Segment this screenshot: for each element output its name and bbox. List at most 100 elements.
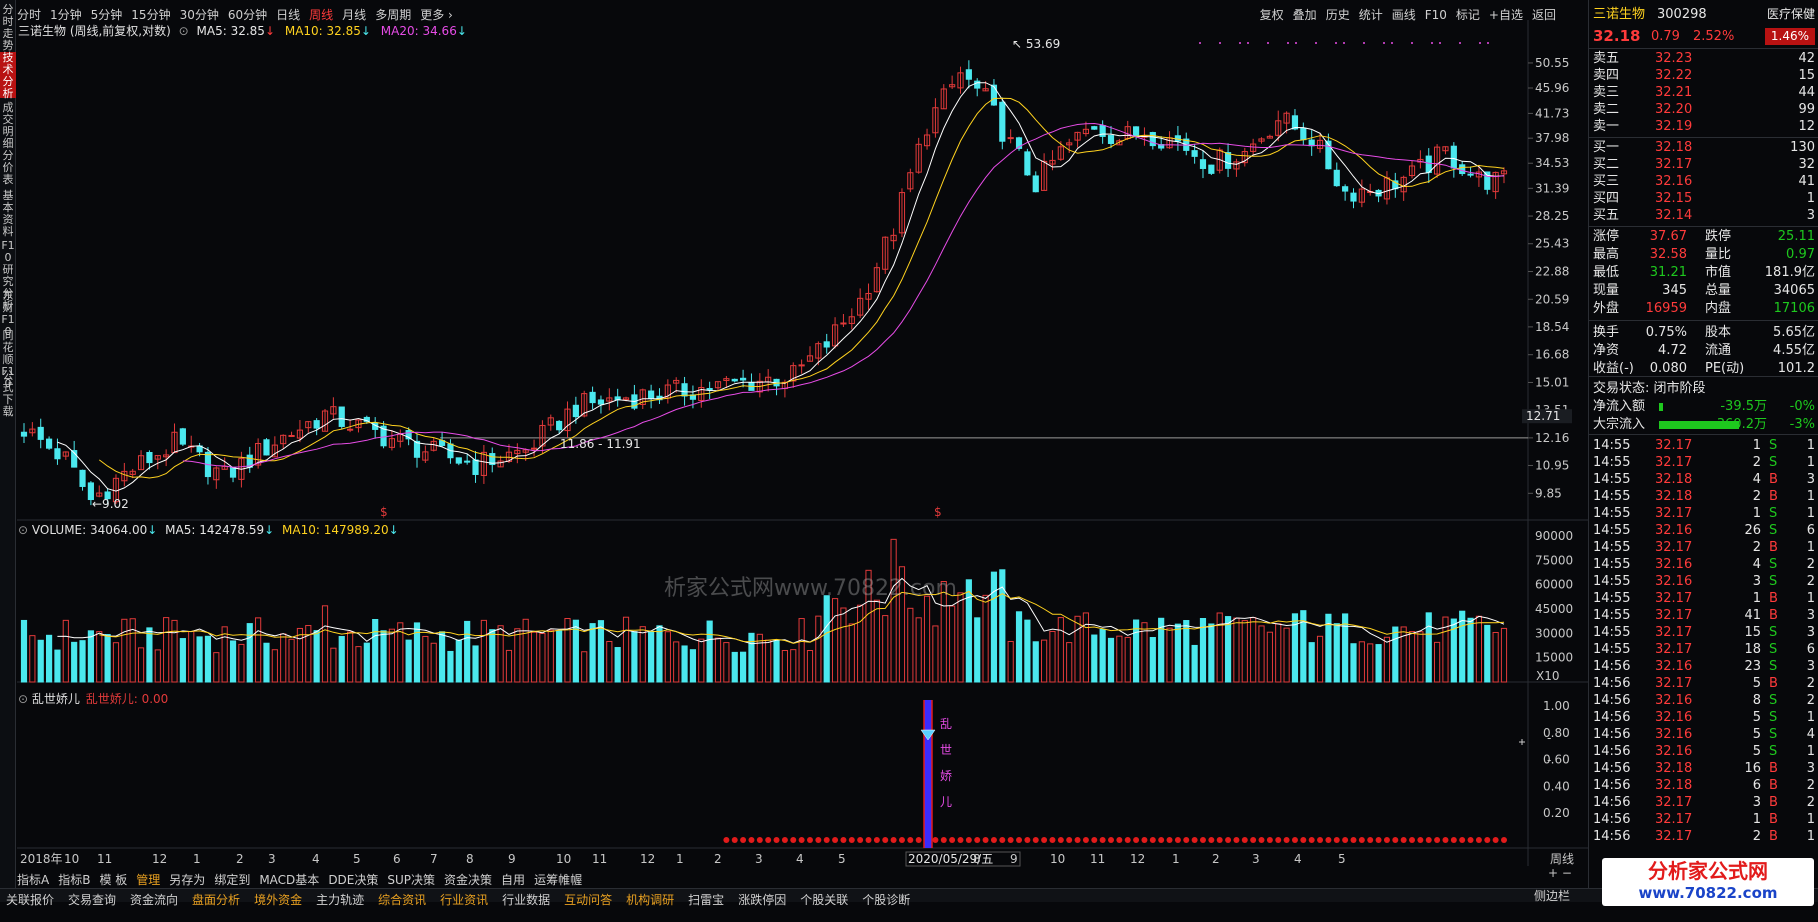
left-tab-8[interactable]: 公式下载: [2, 369, 14, 418]
period-tab-8[interactable]: 月线: [342, 8, 367, 22]
candle: [288, 434, 295, 437]
candle: [1032, 175, 1039, 193]
date-axis-label: 3: [268, 852, 276, 866]
tick-count: 1: [1806, 540, 1815, 555]
indicator-tab-5[interactable]: 绑定到: [214, 873, 251, 887]
volume-bar: [915, 617, 922, 683]
tick-volume: 3: [1752, 795, 1761, 810]
toolbar-btn-5[interactable]: F10: [1424, 8, 1447, 22]
left-tab-3[interactable]: 分价表: [2, 149, 14, 186]
period-tab-5[interactable]: 60分钟: [227, 8, 268, 22]
left-tab-4[interactable]: 基本资料: [2, 189, 14, 238]
indicator-tab-1[interactable]: 指标B: [58, 873, 91, 887]
left-tab-2[interactable]: 成交明细: [2, 101, 14, 150]
signal-dot: [1383, 42, 1385, 44]
status-tab-10[interactable]: 机构调研: [626, 893, 675, 907]
indicator-tab-10[interactable]: 自用: [501, 873, 526, 887]
left-tab-0[interactable]: 分时走势: [2, 3, 14, 52]
status-tab-2[interactable]: 资金流向: [130, 893, 179, 907]
period-tab-4[interactable]: 30分钟: [179, 8, 219, 22]
status-tab-1[interactable]: 交易查询: [68, 893, 117, 907]
indicator-dot: [1484, 837, 1491, 843]
period-tab-10[interactable]: 更多 ›: [420, 8, 453, 22]
stat-label: 换手: [1593, 325, 1620, 340]
ask-price: 32.23: [1655, 51, 1693, 66]
chart-canvas[interactable]: 50.55 45.96 41.73 37.98 34.53 31.39 28.25 25.43…: [0, 0, 1588, 888]
indicator-tab-4[interactable]: 另存为: [169, 873, 206, 887]
candle: [455, 457, 462, 464]
status-tab-14[interactable]: 个股诊断: [862, 893, 911, 907]
indicator-tab-7[interactable]: DDE决策: [328, 873, 379, 887]
indicator-tab-2[interactable]: 模 板: [99, 873, 128, 887]
indicator-value: 乱世娇儿: 0.00: [85, 692, 169, 706]
status-tab-11[interactable]: 扫雷宝: [688, 893, 725, 907]
indicator-tab-3[interactable]: 管理: [136, 873, 161, 887]
settings-icon[interactable]: ⊙: [18, 523, 29, 537]
volume-bar: [29, 635, 36, 683]
status-tab-6[interactable]: 综合资讯: [378, 893, 427, 907]
candle: [1434, 146, 1441, 175]
toolbar-btn-7[interactable]: +自选: [1488, 8, 1523, 22]
stat-value: 181.9亿: [1764, 265, 1815, 280]
tick-row: 14:56 32.17 3 B 2: [1593, 794, 1815, 811]
sidebar-toggle[interactable]: 侧边栏: [1534, 889, 1571, 903]
period-tab-1[interactable]: 1分钟: [50, 8, 82, 22]
indicator-dot: [990, 837, 997, 843]
toolbar-btn-3[interactable]: 统计: [1358, 8, 1383, 22]
period-tab-7[interactable]: 周线: [309, 8, 334, 22]
status-tab-3[interactable]: 盘面分析: [192, 893, 241, 907]
price-axis-label: 20.59: [1535, 292, 1569, 306]
tick-time: 14:55: [1593, 540, 1631, 555]
toolbar-btn-6[interactable]: 标记: [1455, 8, 1480, 22]
tick-side: S: [1769, 693, 1778, 708]
volume-axis-label: 30000: [1535, 626, 1573, 640]
left-tab-6[interactable]: 东财F10: [1, 289, 15, 338]
tick-row: 14:55 32.18 2 B 1: [1593, 488, 1815, 505]
indicator-tab-11[interactable]: 运筹帷幄: [534, 873, 583, 887]
period-tab-0[interactable]: 分时: [17, 8, 42, 22]
indicator-axis-label: 0.20: [1543, 806, 1570, 820]
volume-bar: [556, 630, 563, 683]
settings-icon[interactable]: ⊙: [18, 692, 29, 706]
indicator-dot: [1024, 837, 1031, 843]
period-tab-6[interactable]: 日线: [276, 8, 301, 22]
status-tab-9[interactable]: 互动问答: [564, 893, 613, 907]
stat-value: 31.21: [1649, 265, 1687, 280]
period-tab-2[interactable]: 5分钟: [90, 8, 123, 22]
tick-row: 14:56 32.18 16 B 3: [1593, 760, 1815, 777]
indicator-tab-8[interactable]: SUP决策: [387, 873, 436, 887]
toolbar-btn-8[interactable]: 返回: [1531, 8, 1556, 22]
settings-icon[interactable]: ⊙: [178, 24, 189, 38]
volume-bar: [974, 617, 981, 683]
stat-label: 内盘: [1705, 301, 1732, 316]
status-tab-5[interactable]: 主力轨迹: [316, 893, 365, 907]
toolbar-btn-2[interactable]: 历史: [1325, 8, 1350, 22]
status-tab-12[interactable]: 涨跌停因: [738, 893, 787, 907]
volume-label: VOLUME: 34064.00: [31, 523, 148, 537]
date-axis-label: 9: [508, 852, 516, 866]
volume-bar: [1116, 635, 1123, 683]
period-tab-9[interactable]: 多周期: [375, 8, 412, 22]
toolbar-btn-1[interactable]: 叠加: [1292, 8, 1317, 22]
indicator-tab-6[interactable]: MACD基本: [259, 873, 320, 887]
bid-price: 32.17: [1655, 157, 1693, 172]
left-tab-1[interactable]: 技术分析: [0, 52, 16, 100]
bid-row: 买一 32.18 130: [1593, 139, 1815, 156]
left-tab-5[interactable]: F10研究分析: [1, 239, 15, 312]
status-tab-13[interactable]: 个股关联: [800, 893, 849, 907]
status-tab-4[interactable]: 境外资金: [254, 893, 303, 907]
status-tab-8[interactable]: 行业数据: [502, 893, 551, 907]
volume-bar: [1224, 616, 1232, 683]
indicator-tab-0[interactable]: 指标A: [17, 873, 50, 887]
period-tab-3[interactable]: 15分钟: [131, 8, 171, 22]
status-tab-7[interactable]: 行业资讯: [440, 893, 489, 907]
toolbar-btn-4[interactable]: 画线: [1391, 8, 1416, 22]
volume-bar: [1174, 623, 1181, 683]
status-tab-0[interactable]: 关联报价: [6, 893, 55, 907]
chart-header: 三诺生物 (周线,前复权,对数) ⊙ MA5: 32.85↓ MA10: 32.…: [18, 24, 467, 38]
ma5-label: MA5: 32.85: [196, 24, 265, 38]
indicator-dot: [1174, 837, 1181, 843]
indicator-tab-9[interactable]: 资金决策: [444, 873, 493, 887]
left-tab-7[interactable]: 同花顺F10: [1, 329, 15, 390]
toolbar-btn-0[interactable]: 复权: [1259, 8, 1284, 22]
